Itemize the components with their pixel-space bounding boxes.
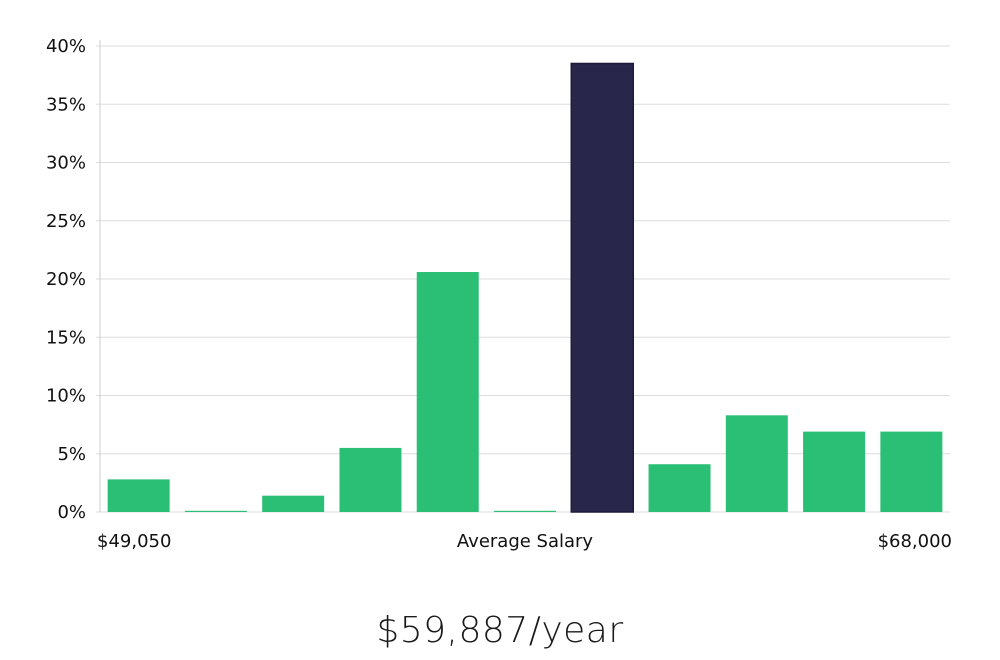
grid-lines	[96, 45, 950, 513]
bars	[107, 62, 943, 513]
y-tick-label: 40%	[46, 36, 86, 57]
bar	[494, 510, 556, 512]
bar	[262, 495, 325, 512]
bar	[184, 510, 247, 512]
x-max-label: $68,000	[878, 531, 952, 552]
bar	[107, 479, 170, 512]
bar	[725, 415, 788, 512]
x-center-label: Average Salary	[457, 531, 594, 552]
bar	[803, 431, 866, 512]
x-min-label: $49,050	[97, 531, 171, 552]
y-tick-label: 15%	[46, 327, 86, 348]
average-salary-value: $59,887/year	[376, 610, 624, 651]
bar-average-salary	[570, 62, 635, 513]
y-tick-label: 5%	[57, 444, 86, 465]
y-tick-label: 0%	[57, 502, 86, 523]
bar	[339, 447, 402, 512]
bar	[648, 464, 711, 512]
salary-histogram-chart: 0% 5% 10% 15% 20% 25% 30% 35% 40% $49,050 Averag…	[46, 36, 952, 552]
y-tick-label: 35%	[46, 94, 86, 115]
y-tick-label: 20%	[46, 269, 86, 290]
bar	[416, 272, 479, 512]
y-tick-label: 30%	[46, 153, 86, 174]
y-tick-label: 25%	[46, 211, 86, 232]
y-axis-ticks: 0% 5% 10% 15% 20% 25% 30% 35% 40%	[46, 36, 86, 523]
y-tick-label: 10%	[46, 386, 86, 407]
bar	[880, 431, 943, 512]
